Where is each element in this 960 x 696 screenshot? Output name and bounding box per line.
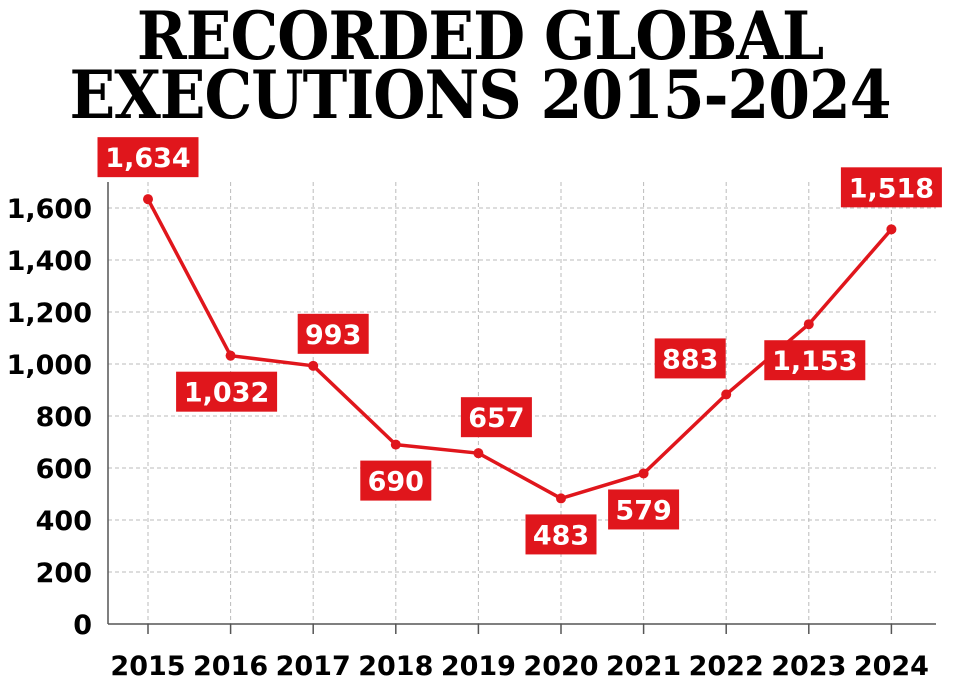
data-label: 1,518 bbox=[840, 167, 942, 208]
x-tick-label: 2016 bbox=[193, 651, 268, 682]
x-tick-label: 2018 bbox=[358, 651, 433, 682]
data-point bbox=[721, 389, 732, 400]
data-label-text: 993 bbox=[305, 320, 361, 351]
data-label: 690 bbox=[360, 460, 432, 501]
data-label-box bbox=[608, 489, 680, 530]
data-label-text: 883 bbox=[662, 344, 718, 375]
data-label-text: 690 bbox=[368, 467, 424, 498]
data-label-text: 1,518 bbox=[849, 173, 934, 204]
data-label: 483 bbox=[525, 514, 597, 555]
data-label: 579 bbox=[608, 489, 680, 530]
data-label: 1,153 bbox=[764, 340, 866, 381]
data-point bbox=[225, 350, 236, 361]
data-label-text: 483 bbox=[533, 520, 589, 551]
data-point bbox=[473, 448, 484, 459]
data-point bbox=[308, 360, 319, 371]
x-tick-label: 2017 bbox=[276, 651, 351, 682]
chart-title-line-2: EXECUTIONS 2015-2024 bbox=[69, 57, 891, 135]
data-label-text: 657 bbox=[468, 403, 524, 434]
data-label-text: 1,153 bbox=[772, 346, 857, 377]
data-point bbox=[143, 194, 153, 205]
data-label-box bbox=[97, 137, 199, 178]
data-label: 993 bbox=[297, 313, 369, 354]
data-label-box bbox=[525, 514, 597, 555]
data-label: 883 bbox=[654, 338, 726, 379]
data-label-box bbox=[840, 167, 942, 208]
data-label-box bbox=[360, 460, 432, 501]
y-tick-label: 200 bbox=[36, 558, 92, 589]
y-tick-label: 800 bbox=[36, 402, 92, 433]
x-tick-label: 2022 bbox=[689, 651, 764, 682]
x-tick-label: 2023 bbox=[771, 651, 846, 682]
x-tick-label: 2015 bbox=[110, 651, 185, 682]
data-label-box bbox=[176, 371, 278, 412]
x-tick-label: 2024 bbox=[854, 651, 929, 682]
x-tick-label: 2020 bbox=[523, 651, 598, 682]
x-tick-label: 2019 bbox=[441, 651, 516, 682]
data-label-text: 579 bbox=[615, 495, 671, 526]
data-point bbox=[886, 224, 897, 235]
chart-title-line-1: RECORDED GLOBAL bbox=[136, 0, 824, 76]
data-label-box bbox=[654, 338, 726, 379]
y-tick-label: 1,600 bbox=[7, 194, 92, 225]
axes bbox=[107, 182, 936, 634]
data-point bbox=[803, 319, 814, 330]
data-label: 1,634 bbox=[97, 137, 199, 178]
data-point bbox=[390, 439, 401, 450]
data-label: 1,032 bbox=[176, 371, 278, 412]
data-point bbox=[638, 468, 649, 479]
y-tick-label: 1,400 bbox=[7, 246, 92, 277]
y-axis-tick-labels: 0 200 400 600 800 1,000 1,200 1,400 1,600 bbox=[7, 194, 92, 641]
data-label-text: 1,634 bbox=[105, 143, 190, 174]
y-tick-label: 1,200 bbox=[7, 298, 92, 329]
y-tick-label: 400 bbox=[36, 506, 92, 537]
data-label-text: 1,032 bbox=[184, 378, 269, 409]
x-tick-label: 2021 bbox=[606, 651, 681, 682]
y-tick-label: 0 bbox=[73, 610, 92, 641]
y-tick-label: 1,000 bbox=[7, 350, 92, 381]
x-axis-tick-labels: 2015 2016 2017 2018 2019 2020 2021 2022 2023 2024 bbox=[110, 651, 929, 682]
data-label-box bbox=[460, 397, 532, 438]
y-tick-label: 600 bbox=[36, 454, 92, 485]
data-label: 657 bbox=[460, 397, 532, 438]
data-label-box bbox=[297, 313, 369, 354]
data-point bbox=[556, 493, 566, 504]
data-labels: 1,634 1,032 993 690 657 483 579 883 1,153 1,518 bbox=[97, 137, 942, 555]
data-label-box bbox=[764, 340, 866, 381]
